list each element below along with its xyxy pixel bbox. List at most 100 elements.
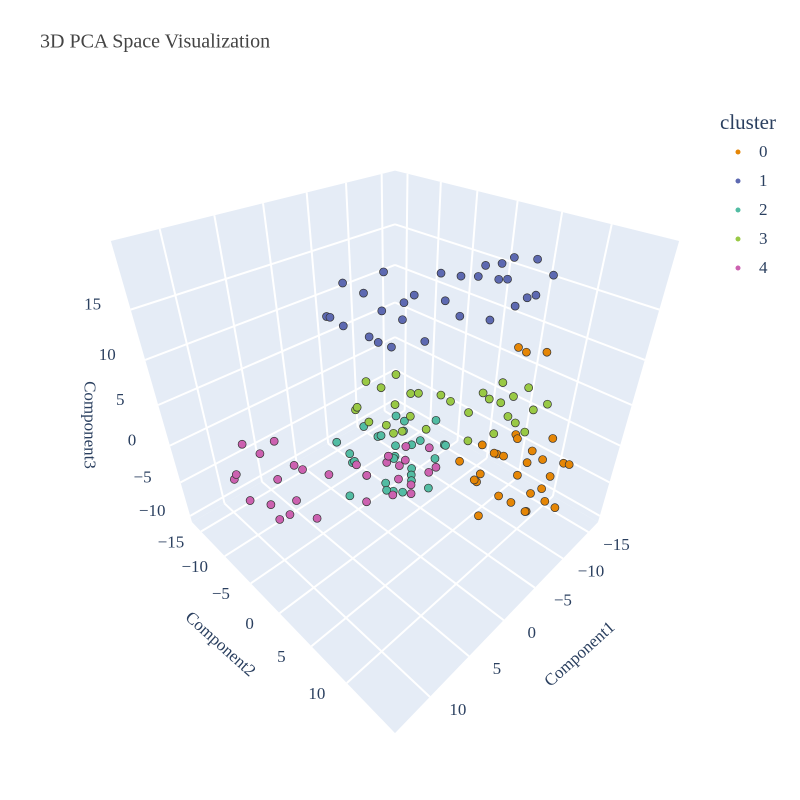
data-point xyxy=(513,434,522,444)
data-point xyxy=(473,272,483,281)
data-point xyxy=(522,347,531,357)
grid-line xyxy=(380,173,386,411)
legend-title: cluster xyxy=(720,110,776,134)
x-tick-label: −5 xyxy=(554,591,572,610)
z-axis-title: Component3 xyxy=(80,381,99,469)
data-point xyxy=(455,311,465,321)
y-tick-label: −5 xyxy=(212,584,230,603)
data-point xyxy=(474,511,483,521)
y-tick-label: 0 xyxy=(245,614,254,633)
data-point xyxy=(424,467,434,477)
data-point xyxy=(352,460,361,470)
grid-line xyxy=(310,475,520,648)
data-point xyxy=(273,475,283,484)
z-tick-label: 0 xyxy=(128,431,137,450)
data-point xyxy=(338,278,347,288)
data-point xyxy=(406,480,416,490)
data-point xyxy=(373,338,383,347)
data-point xyxy=(338,321,348,331)
data-point xyxy=(509,253,519,262)
data-point xyxy=(285,510,295,519)
data-point xyxy=(377,306,387,316)
grid-line xyxy=(429,181,442,426)
data-point xyxy=(440,296,450,306)
x-tick-label: 10 xyxy=(449,700,466,719)
legend-label: 2 xyxy=(759,200,768,219)
data-point xyxy=(389,428,398,438)
data-point xyxy=(543,399,552,409)
data-point xyxy=(231,470,241,479)
data-point xyxy=(391,370,401,379)
data-point xyxy=(475,469,485,479)
legend-marker xyxy=(735,265,741,271)
data-point xyxy=(292,496,301,505)
grid-line xyxy=(250,440,459,585)
data-point xyxy=(387,342,396,352)
legend-marker xyxy=(735,207,741,213)
data-point xyxy=(376,383,386,393)
data-point xyxy=(269,436,279,446)
grid-line xyxy=(189,398,396,517)
grid-line xyxy=(157,301,396,406)
data-point xyxy=(496,398,506,408)
x-tick-label: 0 xyxy=(527,623,536,642)
data-point xyxy=(533,254,542,264)
data-point xyxy=(397,426,407,436)
data-point xyxy=(362,497,371,507)
data-point xyxy=(485,315,495,325)
data-point xyxy=(441,441,450,450)
x-tick-label: −10 xyxy=(578,561,605,580)
data-point xyxy=(542,347,552,357)
data-point xyxy=(510,418,520,428)
data-point xyxy=(400,416,409,426)
data-point xyxy=(376,431,386,440)
data-point xyxy=(548,434,558,443)
data-point xyxy=(564,460,574,469)
data-point xyxy=(477,440,487,450)
data-point xyxy=(424,443,434,453)
data-point xyxy=(510,301,520,311)
legend-label: 3 xyxy=(759,229,768,248)
data-point xyxy=(545,472,555,481)
data-point xyxy=(464,408,473,417)
legend-label: 0 xyxy=(759,142,768,161)
data-point xyxy=(398,487,407,497)
chart-title: 3D PCA Space Visualization xyxy=(40,31,270,53)
data-point xyxy=(395,461,404,471)
grid-line xyxy=(169,336,396,447)
data-point xyxy=(455,456,464,466)
data-point xyxy=(550,503,560,512)
data-point xyxy=(431,462,441,472)
grid-line xyxy=(144,264,396,361)
grid-line xyxy=(180,368,396,484)
data-point xyxy=(537,484,546,494)
data-point xyxy=(498,378,508,387)
data-point xyxy=(446,396,455,406)
data-point xyxy=(398,315,407,325)
legend-label: 1 xyxy=(759,171,768,190)
data-point xyxy=(494,491,503,501)
data-point xyxy=(469,475,479,485)
data-point xyxy=(528,405,538,415)
data-point xyxy=(364,417,374,427)
grid-line xyxy=(305,192,330,444)
data-point xyxy=(381,478,391,488)
data-point xyxy=(520,427,530,437)
grid-line xyxy=(158,228,226,504)
data-point xyxy=(415,436,425,445)
grid-line xyxy=(394,336,621,447)
data-point xyxy=(424,483,433,493)
data-point xyxy=(436,268,446,278)
y-tick-label: −10 xyxy=(181,557,208,576)
data-point xyxy=(526,489,535,498)
data-point xyxy=(531,290,541,300)
data-point xyxy=(509,392,518,401)
data-point xyxy=(430,454,440,463)
data-point xyxy=(489,448,499,458)
data-point xyxy=(406,489,416,499)
grid-line xyxy=(130,223,396,311)
data-point xyxy=(324,470,334,479)
z-tick-label: −5 xyxy=(134,467,152,486)
data-point xyxy=(484,394,494,404)
